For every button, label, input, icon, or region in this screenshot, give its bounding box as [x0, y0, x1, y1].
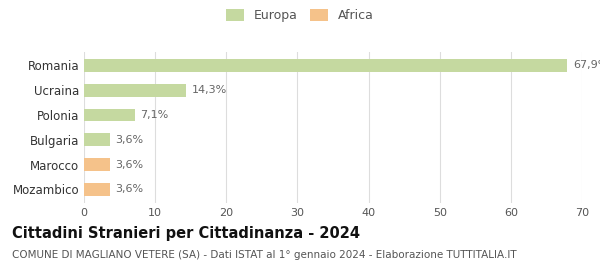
Text: 14,3%: 14,3%: [191, 85, 227, 95]
Text: Cittadini Stranieri per Cittadinanza - 2024: Cittadini Stranieri per Cittadinanza - 2…: [12, 226, 360, 241]
Text: 3,6%: 3,6%: [115, 160, 143, 170]
Text: 67,9%: 67,9%: [573, 60, 600, 70]
Bar: [84, 84, 186, 97]
Bar: [84, 158, 110, 171]
Bar: [84, 133, 110, 146]
Text: 3,6%: 3,6%: [115, 135, 143, 145]
Bar: [84, 183, 110, 196]
Legend: Europa, Africa: Europa, Africa: [224, 6, 376, 24]
Text: COMUNE DI MAGLIANO VETERE (SA) - Dati ISTAT al 1° gennaio 2024 - Elaborazione TU: COMUNE DI MAGLIANO VETERE (SA) - Dati IS…: [12, 250, 517, 259]
Bar: [84, 59, 567, 72]
Text: 3,6%: 3,6%: [115, 185, 143, 194]
Bar: [84, 108, 134, 121]
Text: 7,1%: 7,1%: [140, 110, 169, 120]
